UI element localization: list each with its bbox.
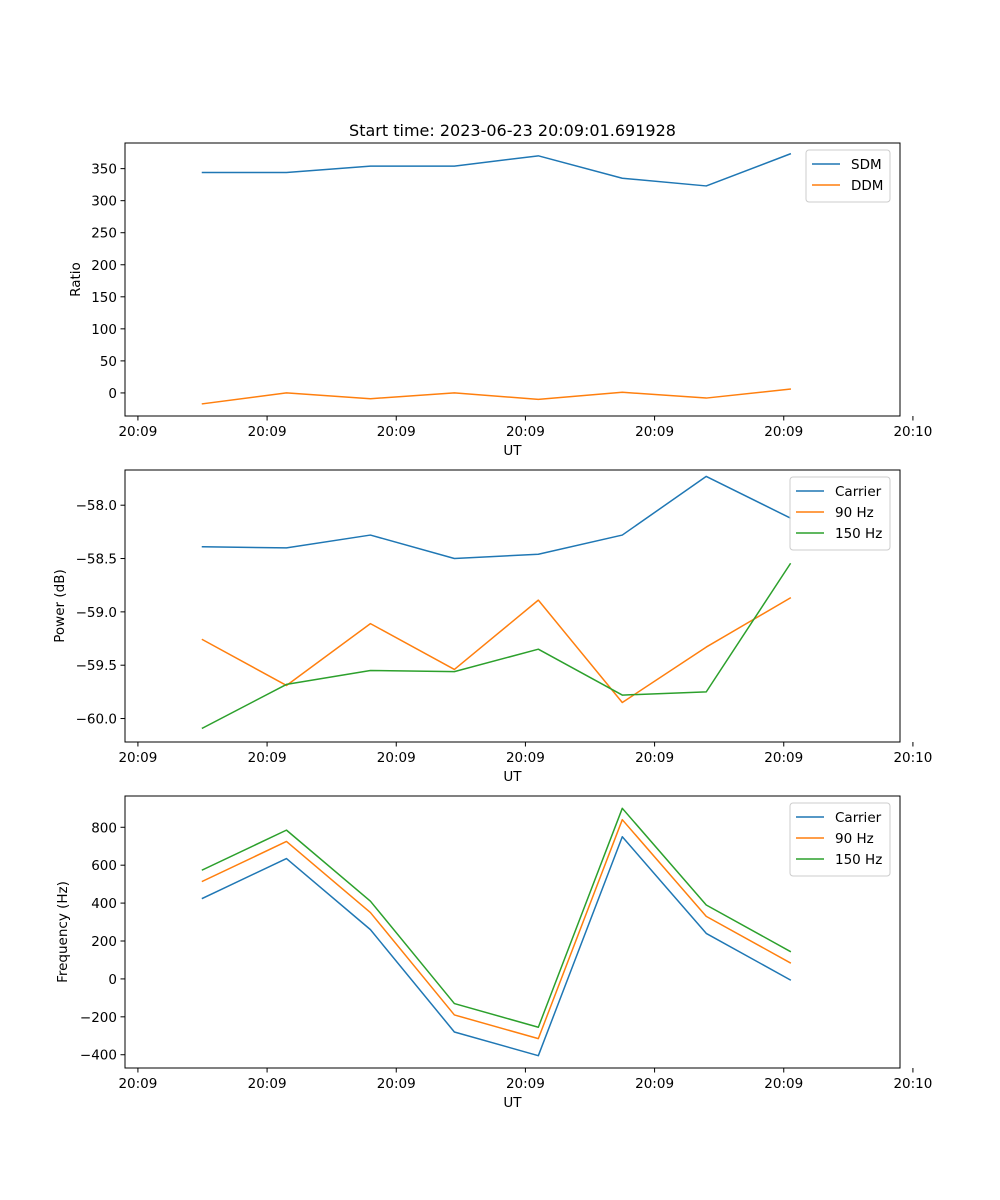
- y-tick-label: 50: [100, 354, 117, 370]
- x-tick-label: 20:09: [377, 750, 416, 766]
- legend-entry: 90 Hz: [835, 505, 874, 521]
- y-tick-label: −60.0: [76, 712, 117, 728]
- x-tick-label: 20:10: [893, 1076, 932, 1092]
- y-tick-label: −58.5: [76, 552, 117, 568]
- legend: Carrier 90 Hz 150 Hz: [789, 476, 891, 551]
- x-tick-label: 20:09: [506, 750, 545, 766]
- legend-entry: 150 Hz: [835, 852, 882, 868]
- x-tick-label: 20:09: [118, 750, 157, 766]
- y-axis-label: Frequency (Hz): [55, 881, 71, 983]
- series-line-carrier: [201, 475, 792, 560]
- y-tick-label: −59.5: [76, 658, 117, 674]
- series-line-ddm: [201, 388, 792, 405]
- y-tick-label: 600: [91, 858, 117, 874]
- y-tick-label: −200: [80, 1010, 117, 1026]
- y-tick-label: 0: [108, 386, 117, 402]
- x-tick-label: 20:10: [893, 424, 932, 440]
- x-tick-label: 20:09: [248, 750, 287, 766]
- legend-entry: Carrier: [835, 810, 882, 826]
- y-tick-label: −59.0: [76, 605, 117, 621]
- y-axis-label: Power (dB): [52, 569, 68, 642]
- y-tick-label: 100: [91, 322, 117, 338]
- x-tick-label: 20:09: [635, 1076, 674, 1092]
- x-tick-label: 20:10: [893, 750, 932, 766]
- series-line-sdm: [201, 152, 792, 187]
- x-tick-label: 20:09: [506, 424, 545, 440]
- figure-title: Start time: 2023-06-23 20:09:01.691928: [349, 121, 676, 140]
- x-tick-label: 20:09: [635, 750, 674, 766]
- legend-box: [805, 149, 891, 203]
- x-tick-label: 20:09: [377, 1076, 416, 1092]
- x-axis-label: UT: [503, 443, 522, 459]
- y-tick-label: 200: [91, 258, 117, 274]
- y-tick-label: 150: [91, 290, 117, 306]
- legend-entry: 90 Hz: [835, 831, 874, 847]
- x-tick-label: 20:09: [248, 1076, 287, 1092]
- panel-2: 20:09 20:09 20:09 20:09 20:09 20:09 20:10 −60.0…: [52, 469, 932, 785]
- legend: Carrier 90 Hz 150 Hz: [789, 802, 891, 877]
- y-tick-label: 400: [91, 896, 117, 912]
- series-line-150-hz: [201, 807, 792, 1028]
- legend-box: [789, 476, 891, 551]
- panel-1: 20:09 20:09 20:09 20:09 20:09 20:09 20:10 0 50 10…: [68, 142, 932, 459]
- x-tick-label: 20:09: [635, 424, 674, 440]
- x-tick-label: 20:09: [764, 424, 803, 440]
- series-line-90-hz: [201, 596, 792, 704]
- panels: 20:09 20:09 20:09 20:09 20:09 20:09 20:10 0 50 10…: [52, 142, 932, 1111]
- legend-entry: 150 Hz: [835, 526, 882, 542]
- x-tick-label: 20:09: [764, 750, 803, 766]
- series-line-carrier: [201, 836, 792, 1057]
- axes-frame: [124, 469, 901, 743]
- legend-entry: Carrier: [835, 484, 882, 500]
- x-tick-label: 20:09: [248, 424, 287, 440]
- series-line-90-hz: [201, 818, 792, 1040]
- legend-box: [789, 802, 891, 877]
- x-axis-label: UT: [503, 769, 522, 785]
- y-tick-label: 250: [91, 226, 117, 242]
- y-tick-label: 800: [91, 820, 117, 836]
- legend: SDM DDM: [805, 149, 891, 203]
- x-axis-label: UT: [503, 1095, 522, 1111]
- y-tick-label: 0: [108, 972, 117, 988]
- x-tick-label: 20:09: [377, 424, 416, 440]
- y-axis-label: Ratio: [68, 262, 84, 297]
- panel-3: 20:09 20:09 20:09 20:09 20:09 20:09 20:10 −400 −…: [55, 795, 932, 1111]
- x-tick-label: 20:09: [506, 1076, 545, 1092]
- x-tick-label: 20:09: [118, 424, 157, 440]
- y-tick-label: 350: [91, 162, 117, 178]
- series-line-150-hz: [201, 562, 792, 730]
- y-tick-label: 200: [91, 934, 117, 950]
- axes-frame: [124, 142, 901, 417]
- x-tick-label: 20:09: [118, 1076, 157, 1092]
- y-tick-label: 300: [91, 194, 117, 210]
- legend-entry: DDM: [851, 178, 883, 194]
- axes-frame: [124, 795, 901, 1069]
- y-tick-label: −58.0: [76, 498, 117, 514]
- y-tick-label: −400: [80, 1048, 117, 1064]
- legend-entry: SDM: [851, 157, 882, 173]
- x-tick-label: 20:09: [764, 1076, 803, 1092]
